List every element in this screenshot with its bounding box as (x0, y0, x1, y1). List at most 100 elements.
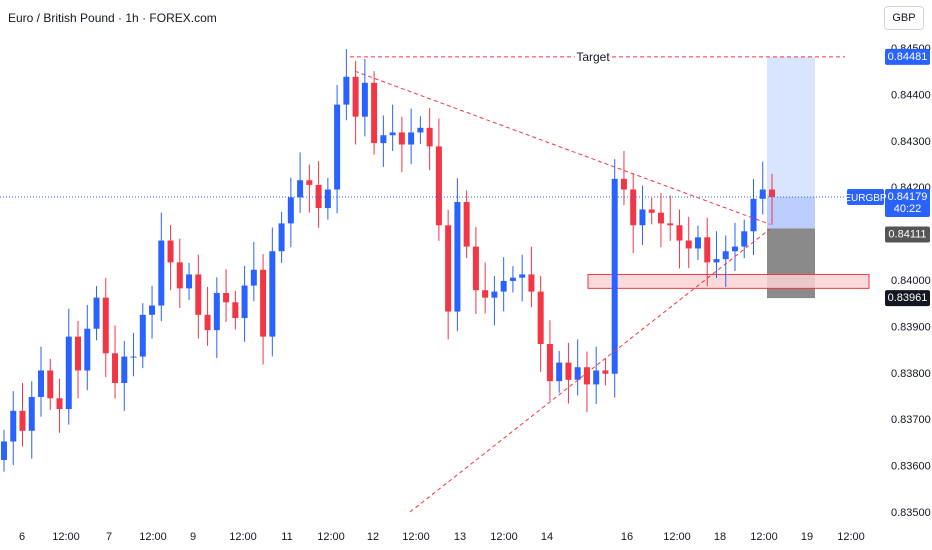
candle-body (685, 240, 692, 249)
candle-body (630, 189, 637, 226)
x-tick-label: 12:00 (837, 531, 865, 543)
candle-body (741, 231, 748, 247)
candle-body (435, 146, 442, 226)
current-price-badge-bg (885, 188, 930, 217)
candle-body (38, 370, 45, 397)
candle-body (47, 370, 54, 399)
candle-body (491, 291, 498, 298)
candle-body (482, 290, 489, 298)
candles (1, 48, 775, 472)
y-tick-label: 0.83900 (891, 321, 931, 333)
candle-body (269, 251, 276, 337)
candle-body (759, 189, 766, 199)
candle-body (731, 246, 738, 252)
stop-badge-text: 0.83961 (888, 292, 928, 304)
candle-body (121, 356, 128, 384)
x-tick-label: 12:00 (663, 531, 691, 543)
candle-body (417, 127, 424, 133)
x-tick-label: 12:00 (490, 531, 518, 543)
candle-body (139, 314, 146, 357)
entry-badge-bg (885, 226, 930, 243)
candle-body (593, 370, 600, 385)
entry-badge: 0.84111 (885, 226, 930, 243)
x-tick-label: 7 (106, 531, 112, 543)
candle-body (241, 285, 248, 319)
x-tick-label: 12:00 (317, 531, 345, 543)
candle-body (1, 441, 7, 461)
x-tick-label: 12:00 (139, 531, 167, 543)
candle-body (380, 135, 387, 144)
candle-body (28, 396, 35, 431)
candle-body (371, 82, 378, 144)
candle-body (306, 180, 313, 185)
x-tick-label: 12:00 (750, 531, 778, 543)
x-tick-label: 9 (190, 531, 196, 543)
candle-body (676, 225, 683, 241)
target-badge-bg (885, 48, 930, 65)
drawings: Target (0, 50, 880, 513)
candle-body (334, 104, 341, 190)
x-tick-label: 11 (281, 531, 292, 543)
candle-body (602, 370, 609, 374)
candle-body (352, 76, 359, 117)
candle-body (278, 223, 285, 252)
candle-body (426, 127, 433, 147)
x-tick-label: 13 (454, 531, 466, 543)
candle-body (408, 132, 415, 145)
y-tick-label: 0.83700 (891, 414, 931, 426)
x-tick-label: 19 (801, 531, 813, 543)
candle-body (750, 198, 757, 232)
candle-body (195, 274, 202, 315)
candle-body (500, 280, 507, 292)
candle-body (620, 178, 627, 190)
x-tick-label: 12 (367, 531, 379, 543)
x-tick-label: 14 (541, 531, 553, 543)
candle-body (93, 297, 100, 329)
candle-body (648, 209, 655, 213)
candle-body (223, 292, 230, 303)
target-badge-text: 0.84481 (888, 51, 928, 63)
candle-body (65, 336, 72, 409)
candle-body (472, 246, 479, 291)
candle-body (528, 274, 535, 292)
candle-body (10, 410, 17, 442)
candle-body (287, 197, 294, 224)
current-price-badge-text: 0.84179 (888, 191, 928, 203)
time-axis: 6 12:00 7 12:00 9 12:00 11 12:00 12 12:00 13 12:00 1… (19, 531, 865, 543)
profit-zone (767, 196, 815, 229)
candle-body (75, 336, 82, 371)
candle-body (454, 202, 461, 312)
candle-body (84, 328, 91, 371)
candle-body (639, 209, 646, 226)
y-tick-label: 0.84300 (891, 136, 931, 148)
candle-body (445, 225, 452, 312)
candle-body (260, 269, 267, 337)
candle-body (19, 410, 26, 431)
candle-body (324, 189, 331, 209)
position-zones (587, 56, 870, 299)
x-tick-label: 12:00 (52, 531, 80, 543)
candle-body (186, 274, 193, 289)
x-tick-label: 16 (621, 531, 633, 543)
candle-body (167, 240, 174, 263)
currency-button[interactable]: GBP (884, 6, 924, 30)
symbol-tag: EURGBP (844, 193, 887, 204)
candle-body (519, 274, 526, 278)
candle-body (574, 367, 581, 380)
candle-body (546, 344, 553, 382)
candle-body (398, 132, 405, 145)
candle-body (343, 76, 350, 105)
candle-body (537, 291, 544, 345)
x-tick-label: 18 (714, 531, 726, 543)
x-tick-label: 12:00 (402, 531, 430, 543)
y-tick-label: 0.83600 (891, 461, 931, 473)
candle-body (56, 398, 63, 409)
candle-body (361, 82, 368, 117)
stop-badge-bg (885, 290, 930, 307)
candle-body (112, 353, 119, 384)
candle-body (130, 356, 137, 358)
candle-body (704, 237, 711, 263)
